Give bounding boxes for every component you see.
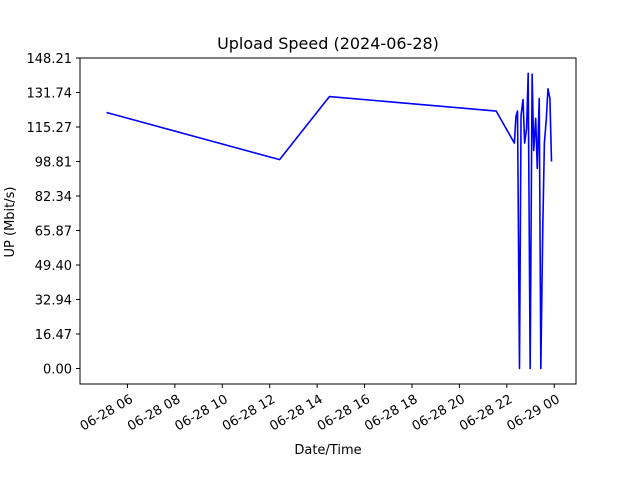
y-tick-label: 148.21 — [27, 52, 73, 67]
plot-area-frame — [79, 57, 577, 385]
y-tick-label: 131.74 — [27, 87, 73, 102]
y-tick-label: 16.47 — [35, 328, 72, 343]
y-tick-label: 65.87 — [35, 224, 72, 239]
chart-title: Upload Speed (2024-06-28) — [217, 34, 439, 53]
y-tick-label: 49.40 — [35, 259, 72, 274]
y-axis-ticks: 0.00 16.47 32.94 49.40 65.87 82.34 98.81 115.27… — [27, 52, 80, 377]
y-axis-label: UP (Mbit/s) — [3, 187, 18, 258]
x-axis-label: Date/Time — [294, 443, 361, 458]
y-tick-label: 82.34 — [35, 190, 72, 205]
series-layer — [106, 72, 553, 370]
y-tick-label: 0.00 — [43, 362, 72, 377]
upload-speed-line — [106, 72, 553, 370]
y-tick-label: 98.81 — [35, 155, 72, 170]
y-tick-label: 115.27 — [27, 121, 73, 136]
y-tick-label: 32.94 — [35, 293, 72, 308]
